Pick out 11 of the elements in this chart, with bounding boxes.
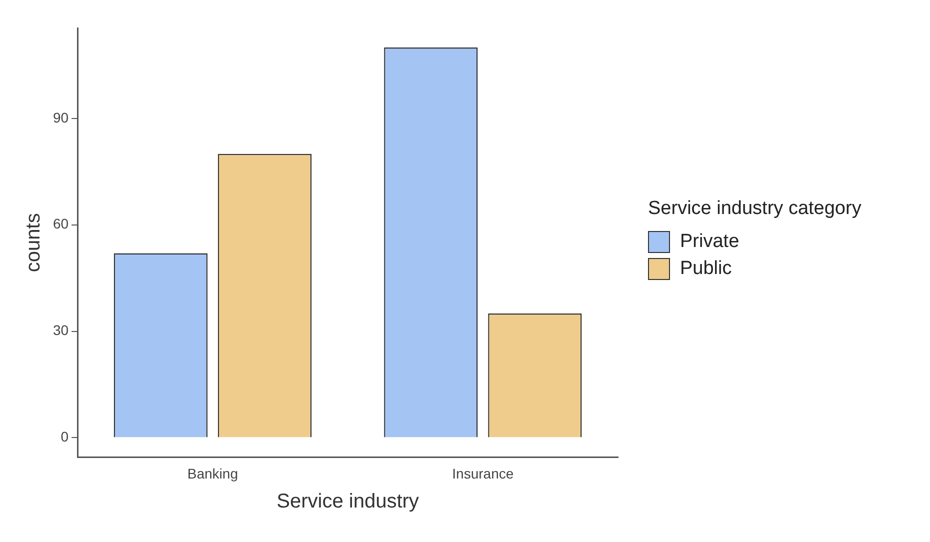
legend-title: Service industry category [648, 198, 862, 220]
x-axis-title: Service industry [276, 490, 419, 513]
legend-label: Public [680, 258, 732, 280]
y-tick-label: 60 [52, 216, 69, 232]
y-axis-title: counts [22, 213, 45, 272]
x-tick-label: Banking [187, 465, 238, 482]
legend-label: Private [680, 230, 740, 252]
y-tick-label: 0 [60, 428, 69, 445]
y-tick-label: 90 [52, 109, 69, 126]
y-tick-label: 30 [52, 322, 69, 338]
x-tick-label: Insurance [452, 465, 514, 482]
